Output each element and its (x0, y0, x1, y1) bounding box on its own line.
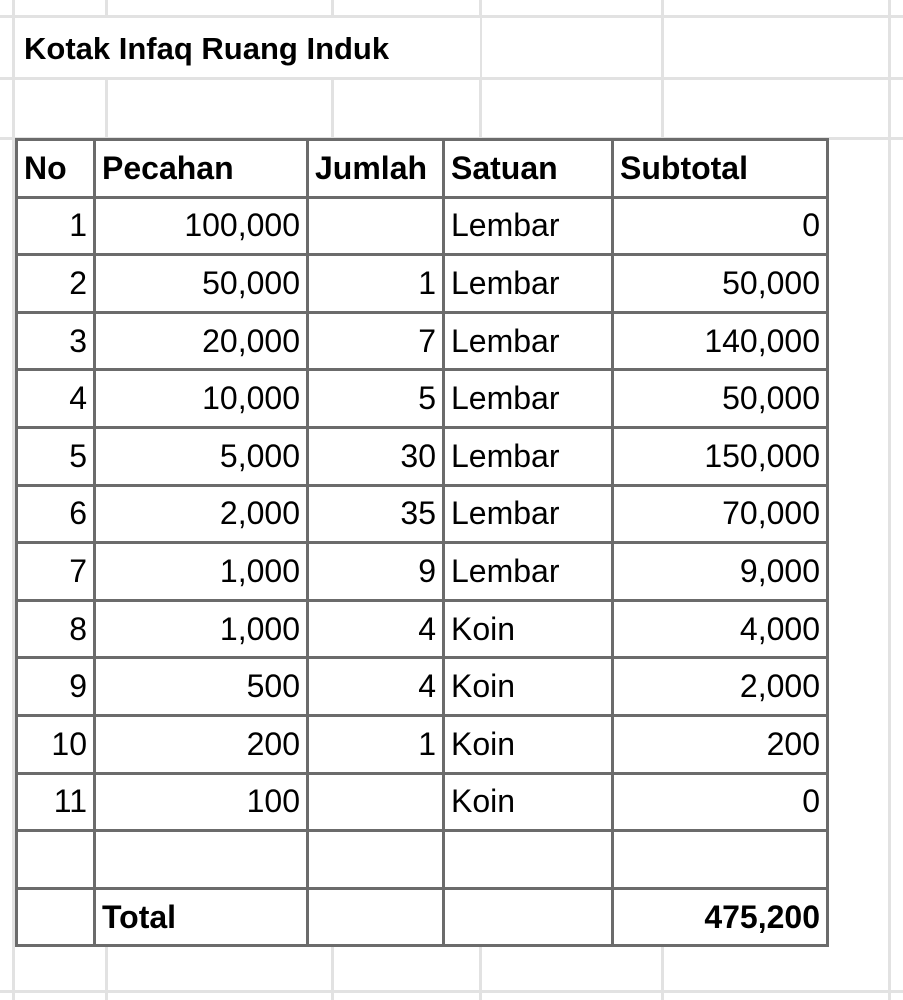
cell-satuan[interactable]: Lembar (442, 310, 614, 372)
sheet-title: Kotak Infaq Ruang Induk (24, 22, 400, 76)
empty-row (15, 829, 829, 890)
cell-no[interactable]: 10 (15, 713, 96, 775)
table-row: 7 1,000 9 Lembar 9,000 (15, 541, 829, 602)
empty-cell[interactable] (15, 829, 96, 890)
cell-jumlah[interactable]: 9 (306, 541, 445, 602)
cell-satuan[interactable]: Koin (442, 713, 614, 775)
cell-jumlah[interactable] (306, 771, 445, 833)
cell-satuan[interactable]: Lembar (442, 541, 614, 602)
cell-pecahan[interactable]: 100 (93, 771, 309, 833)
cell-no[interactable]: 6 (15, 483, 96, 545)
cell-subtotal[interactable]: 50,000 (611, 253, 829, 314)
empty-cell[interactable] (442, 886, 614, 948)
gridline (0, 77, 903, 80)
gridline (888, 0, 891, 1000)
cell-no[interactable]: 11 (15, 771, 96, 833)
table-row: 4 10,000 5 Lembar 50,000 (15, 368, 829, 429)
empty-cell[interactable] (611, 829, 829, 890)
cell-pecahan[interactable]: 50,000 (93, 253, 309, 314)
cell-no[interactable]: 2 (15, 253, 96, 314)
cell-satuan[interactable]: Lembar (442, 195, 614, 257)
cell-pecahan[interactable]: 500 (93, 656, 309, 717)
header-subtotal[interactable]: Subtotal (611, 138, 829, 199)
gridline (0, 990, 903, 993)
cell-satuan[interactable]: Lembar (442, 483, 614, 545)
cell-no[interactable]: 3 (15, 310, 96, 372)
cell-pecahan[interactable]: 1,000 (93, 541, 309, 602)
cell-jumlah[interactable]: 30 (306, 425, 445, 487)
cell-no[interactable]: 4 (15, 368, 96, 429)
total-label[interactable]: Total (93, 886, 309, 948)
empty-cell[interactable] (15, 886, 96, 948)
cell-jumlah[interactable]: 35 (306, 483, 445, 545)
table-row: 11 100 Koin 0 (15, 771, 829, 833)
cell-subtotal[interactable]: 4,000 (611, 598, 829, 660)
header-satuan[interactable]: Satuan (442, 138, 614, 199)
cell-pecahan[interactable]: 5,000 (93, 425, 309, 487)
table-row: 10 200 1 Koin 200 (15, 713, 829, 775)
empty-cell[interactable] (442, 829, 614, 890)
cell-jumlah[interactable]: 4 (306, 598, 445, 660)
cell-pecahan[interactable]: 2,000 (93, 483, 309, 545)
table-row: 5 5,000 30 Lembar 150,000 (15, 425, 829, 487)
cell-jumlah[interactable]: 1 (306, 713, 445, 775)
cell-subtotal[interactable]: 0 (611, 771, 829, 833)
cell-no[interactable]: 5 (15, 425, 96, 487)
cell-subtotal[interactable]: 9,000 (611, 541, 829, 602)
cell-subtotal[interactable]: 200 (611, 713, 829, 775)
cell-subtotal[interactable]: 70,000 (611, 483, 829, 545)
cell-jumlah[interactable]: 1 (306, 253, 445, 314)
cell-satuan[interactable]: Koin (442, 656, 614, 717)
cell-subtotal[interactable]: 0 (611, 195, 829, 257)
infaq-table: No Pecahan Jumlah Satuan Subtotal 1 100,0… (15, 138, 829, 948)
header-row: No Pecahan Jumlah Satuan Subtotal (15, 138, 829, 199)
table-row: 8 1,000 4 Koin 4,000 (15, 598, 829, 660)
cell-satuan[interactable]: Lembar (442, 425, 614, 487)
cell-pecahan[interactable]: 20,000 (93, 310, 309, 372)
cell-no[interactable]: 7 (15, 541, 96, 602)
table-row: 9 500 4 Koin 2,000 (15, 656, 829, 717)
table-row: 1 100,000 Lembar 0 (15, 195, 829, 257)
empty-cell[interactable] (93, 829, 309, 890)
cell-subtotal[interactable]: 140,000 (611, 310, 829, 372)
total-value[interactable]: 475,200 (611, 886, 829, 948)
gridline (12, 0, 15, 1000)
empty-cell[interactable] (306, 886, 445, 948)
cell-subtotal[interactable]: 150,000 (611, 425, 829, 487)
header-no[interactable]: No (15, 138, 96, 199)
cell-satuan[interactable]: Lembar (442, 368, 614, 429)
cell-subtotal[interactable]: 2,000 (611, 656, 829, 717)
header-jumlah[interactable]: Jumlah (306, 138, 445, 199)
header-pecahan[interactable]: Pecahan (93, 138, 309, 199)
table-row: 3 20,000 7 Lembar 140,000 (15, 310, 829, 372)
cell-pecahan[interactable]: 10,000 (93, 368, 309, 429)
cell-satuan[interactable]: Lembar (442, 253, 614, 314)
cell-satuan[interactable]: Koin (442, 598, 614, 660)
total-row: Total 475,200 (15, 886, 829, 948)
cell-pecahan[interactable]: 200 (93, 713, 309, 775)
cell-no[interactable]: 1 (15, 195, 96, 257)
cell-jumlah[interactable]: 4 (306, 656, 445, 717)
cell-pecahan[interactable]: 100,000 (93, 195, 309, 257)
gridline (0, 15, 903, 18)
cell-subtotal[interactable]: 50,000 (611, 368, 829, 429)
empty-cell[interactable] (306, 829, 445, 890)
cell-satuan[interactable]: Koin (442, 771, 614, 833)
table-row: 6 2,000 35 Lembar 70,000 (15, 483, 829, 545)
cell-no[interactable]: 8 (15, 598, 96, 660)
cell-pecahan[interactable]: 1,000 (93, 598, 309, 660)
cell-jumlah[interactable] (306, 195, 445, 257)
cell-jumlah[interactable]: 5 (306, 368, 445, 429)
table-row: 2 50,000 1 Lembar 50,000 (15, 253, 829, 314)
cell-no[interactable]: 9 (15, 656, 96, 717)
cell-jumlah[interactable]: 7 (306, 310, 445, 372)
